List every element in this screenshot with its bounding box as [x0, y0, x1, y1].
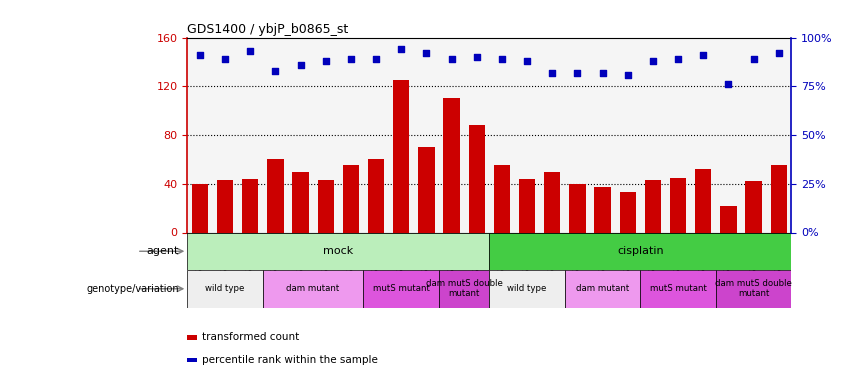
- Text: GDS1400 / ybjP_b0865_st: GDS1400 / ybjP_b0865_st: [187, 23, 348, 36]
- Point: [671, 56, 685, 62]
- Bar: [771, 165, 787, 232]
- Bar: [565, 270, 640, 308]
- Point: [294, 62, 307, 68]
- Point: [646, 58, 660, 64]
- Point: [772, 50, 785, 56]
- Bar: [368, 159, 384, 232]
- Point: [420, 50, 433, 56]
- Text: cisplatin: cisplatin: [617, 246, 664, 256]
- Bar: [217, 180, 233, 232]
- Bar: [443, 99, 460, 232]
- Bar: [569, 184, 585, 232]
- Bar: [489, 232, 791, 270]
- Text: mutS mutant: mutS mutant: [373, 284, 430, 293]
- Bar: [544, 172, 561, 232]
- Bar: [393, 80, 409, 232]
- Text: agent: agent: [146, 246, 179, 256]
- Text: dam mutS double
mutant: dam mutS double mutant: [715, 279, 792, 298]
- Point: [394, 46, 408, 52]
- Bar: [187, 270, 263, 308]
- Bar: [263, 270, 363, 308]
- Bar: [620, 192, 636, 232]
- Point: [243, 48, 257, 54]
- Bar: [187, 232, 489, 270]
- Bar: [293, 172, 309, 232]
- Point: [344, 56, 357, 62]
- Bar: [695, 169, 711, 232]
- Point: [495, 56, 509, 62]
- Bar: [519, 179, 535, 232]
- Bar: [494, 165, 510, 232]
- Bar: [439, 270, 489, 308]
- Bar: [720, 206, 737, 232]
- Point: [319, 58, 333, 64]
- Bar: [745, 182, 762, 232]
- Bar: [267, 159, 283, 232]
- Point: [545, 70, 559, 76]
- Text: percentile rank within the sample: percentile rank within the sample: [202, 355, 378, 365]
- Bar: [640, 270, 716, 308]
- Point: [722, 81, 735, 87]
- Point: [470, 54, 483, 60]
- Bar: [716, 270, 791, 308]
- Bar: [242, 179, 259, 232]
- Text: mock: mock: [323, 246, 353, 256]
- Bar: [489, 270, 565, 308]
- Text: wild type: wild type: [507, 284, 547, 293]
- Text: transformed count: transformed count: [202, 333, 299, 342]
- Text: dam mutant: dam mutant: [576, 284, 629, 293]
- Bar: [645, 180, 661, 232]
- Bar: [418, 147, 435, 232]
- Bar: [670, 178, 686, 232]
- Point: [747, 56, 761, 62]
- Text: mutS mutant: mutS mutant: [649, 284, 706, 293]
- Text: dam mutS double
mutant: dam mutS double mutant: [426, 279, 503, 298]
- Point: [571, 70, 585, 76]
- Point: [445, 56, 459, 62]
- Text: genotype/variation: genotype/variation: [86, 284, 179, 294]
- Point: [621, 72, 635, 78]
- Bar: [595, 188, 611, 232]
- Point: [269, 68, 283, 74]
- Point: [369, 56, 383, 62]
- Bar: [191, 184, 208, 232]
- Point: [193, 52, 207, 58]
- Bar: [317, 180, 334, 232]
- Bar: [363, 270, 439, 308]
- Bar: [469, 125, 485, 232]
- Point: [596, 70, 609, 76]
- Text: wild type: wild type: [205, 284, 245, 293]
- Point: [696, 52, 710, 58]
- Text: dam mutant: dam mutant: [287, 284, 340, 293]
- Bar: [343, 165, 359, 232]
- Point: [218, 56, 231, 62]
- Point: [520, 58, 534, 64]
